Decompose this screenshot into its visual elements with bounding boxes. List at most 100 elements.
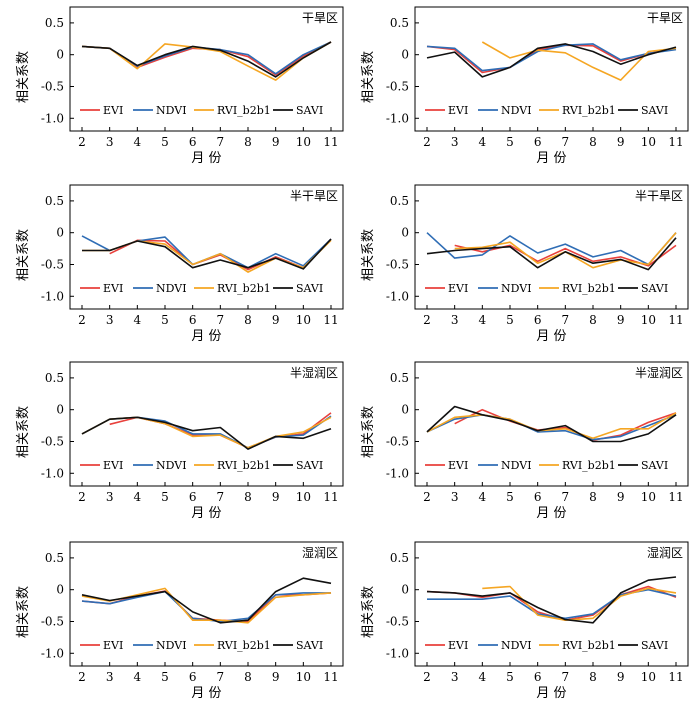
region-label: 湿润区: [647, 545, 683, 560]
legend-label-savi: SAVI: [641, 639, 668, 652]
legend-label-rvi-b2b1: RVI_b2b1: [217, 282, 271, 295]
legend-label-ndvi: NDVI: [156, 459, 187, 472]
series-line-ndvi: [81, 415, 332, 449]
y-axis-label: 相关系数: [361, 229, 376, 281]
x-tick-label: 9: [272, 490, 280, 504]
y-tick-label: -1.0: [386, 466, 409, 480]
x-tick-label: 11: [323, 670, 338, 684]
legend-label-savi: SAVI: [296, 639, 323, 652]
y-axis-label: 相关系数: [16, 229, 31, 281]
series-line-savi: [81, 577, 332, 624]
x-tick-label: 3: [451, 135, 459, 149]
x-tick-label: 8: [589, 135, 597, 149]
legend-label-ndvi: NDVI: [156, 104, 187, 117]
y-tick-label: 0: [401, 48, 409, 62]
y-tick-label: -1.0: [41, 111, 64, 125]
chart-panel: 0.5 0 -0.5 -1.0 2 3 4 5 6 7 8 9 10 11 月 份 相关系数 湿润区 EVI NDV…: [361, 541, 689, 701]
x-tick-label: 7: [217, 670, 225, 684]
legend-label-rvi-b2b1: RVI_b2b1: [562, 282, 616, 295]
x-tick-label: 3: [451, 313, 459, 327]
x-tick-label: 3: [451, 490, 459, 504]
legend-label-rvi-b2b1: RVI_b2b1: [217, 104, 271, 117]
series-line-ndvi: [426, 232, 677, 266]
y-tick-label: 0.5: [390, 194, 409, 208]
x-tick-label: 9: [272, 313, 280, 327]
y-tick-label: -1.0: [41, 466, 64, 480]
chart-panel: 0.5 0 -0.5 -1.0 2 3 4 5 6 7 8 9 10 11 月 份 相关系数 湿润区 EVI NDV…: [16, 541, 344, 701]
x-tick-label: 8: [589, 670, 597, 684]
x-tick-label: 11: [668, 490, 683, 504]
legend-label-rvi-b2b1: RVI_b2b1: [217, 639, 271, 652]
x-tick-label: 3: [451, 670, 459, 684]
y-axis-label: 相关系数: [16, 51, 31, 103]
x-tick-label: 5: [506, 490, 514, 504]
x-tick-label: 6: [534, 313, 542, 327]
x-tick-label: 8: [244, 135, 252, 149]
y-tick-label: -0.5: [41, 257, 64, 271]
y-tick-label: -0.5: [41, 614, 64, 628]
x-tick-label: 10: [296, 135, 311, 149]
y-tick-label: -1.0: [386, 111, 409, 125]
y-axis-label: 相关系数: [361, 586, 376, 638]
y-tick-label: -0.5: [386, 257, 409, 271]
x-tick-label: 8: [244, 670, 252, 684]
chart-panel: 0.5 0 -0.5 -1.0 2 3 4 5 6 7 8 9 10 11 月 份 相关系数 半干旱区 EVI ND…: [361, 184, 689, 344]
legend-label-evi: EVI: [103, 459, 123, 472]
chart-panel: 0.5 0 -0.5 -1.0 2 3 4 5 6 7 8 9 10 11 月 份 相关系数 干旱区 EVI NDV…: [361, 6, 689, 166]
x-tick-label: 2: [423, 490, 431, 504]
plot-frame: [69, 184, 344, 310]
x-axis-label: 月 份: [191, 329, 221, 344]
y-tick-label: 0.5: [45, 16, 64, 30]
region-label: 半干旱区: [635, 189, 683, 203]
series-line-savi: [81, 416, 332, 450]
y-tick-label: -1.0: [386, 646, 409, 660]
legend-label-rvi-b2b1: RVI_b2b1: [562, 459, 616, 472]
series-line-ndvi: [426, 413, 677, 441]
y-tick-label: 0.5: [45, 551, 64, 565]
x-tick-label: 7: [217, 490, 225, 504]
series-line-savi: [426, 43, 677, 78]
legend-label-evi: EVI: [448, 459, 468, 472]
series-line-savi: [82, 238, 332, 270]
x-tick-label: 6: [189, 490, 197, 504]
x-tick-label: 3: [106, 135, 114, 149]
x-tick-label: 6: [189, 135, 197, 149]
x-tick-label: 5: [506, 670, 514, 684]
x-tick-label: 8: [589, 490, 597, 504]
series-line-rvi-b2b1: [426, 412, 677, 440]
x-tick-label: 7: [562, 490, 570, 504]
x-tick-label: 5: [161, 313, 169, 327]
y-axis-label: 相关系数: [361, 51, 376, 103]
y-tick-label: 0: [401, 403, 409, 417]
x-axis-label: 月 份: [536, 329, 566, 344]
x-tick-label: 4: [134, 313, 142, 327]
x-tick-label: 5: [161, 490, 169, 504]
x-tick-label: 11: [668, 135, 683, 149]
y-tick-label: 0.5: [45, 371, 64, 385]
x-tick-label: 5: [506, 313, 514, 327]
legend-label-rvi-b2b1: RVI_b2b1: [562, 639, 616, 652]
plot-frame: [414, 541, 689, 667]
legend-label-evi: EVI: [448, 104, 468, 117]
x-tick-label: 4: [479, 490, 487, 504]
x-tick-label: 8: [244, 313, 252, 327]
y-tick-label: 0: [56, 48, 64, 62]
x-tick-label: 6: [189, 313, 197, 327]
x-tick-label: 9: [617, 135, 625, 149]
region-label: 干旱区: [647, 11, 683, 25]
region-label: 干旱区: [302, 11, 338, 25]
x-tick-label: 9: [272, 670, 280, 684]
x-axis-label: 月 份: [536, 151, 566, 166]
chart-panel: 0.5 0 -0.5 -1.0 2 3 4 5 6 7 8 9 10 11 月 份 相关系数 半湿润区 EVI ND…: [16, 361, 344, 521]
legend-label-savi: SAVI: [641, 459, 668, 472]
legend-label-ndvi: NDVI: [156, 639, 187, 652]
x-tick-label: 11: [668, 313, 683, 327]
series-line-evi: [81, 41, 332, 76]
x-tick-label: 5: [161, 670, 169, 684]
x-tick-label: 3: [106, 313, 114, 327]
x-axis-label: 月 份: [536, 506, 566, 521]
series-line-ndvi: [426, 43, 677, 72]
x-tick-label: 4: [134, 135, 142, 149]
